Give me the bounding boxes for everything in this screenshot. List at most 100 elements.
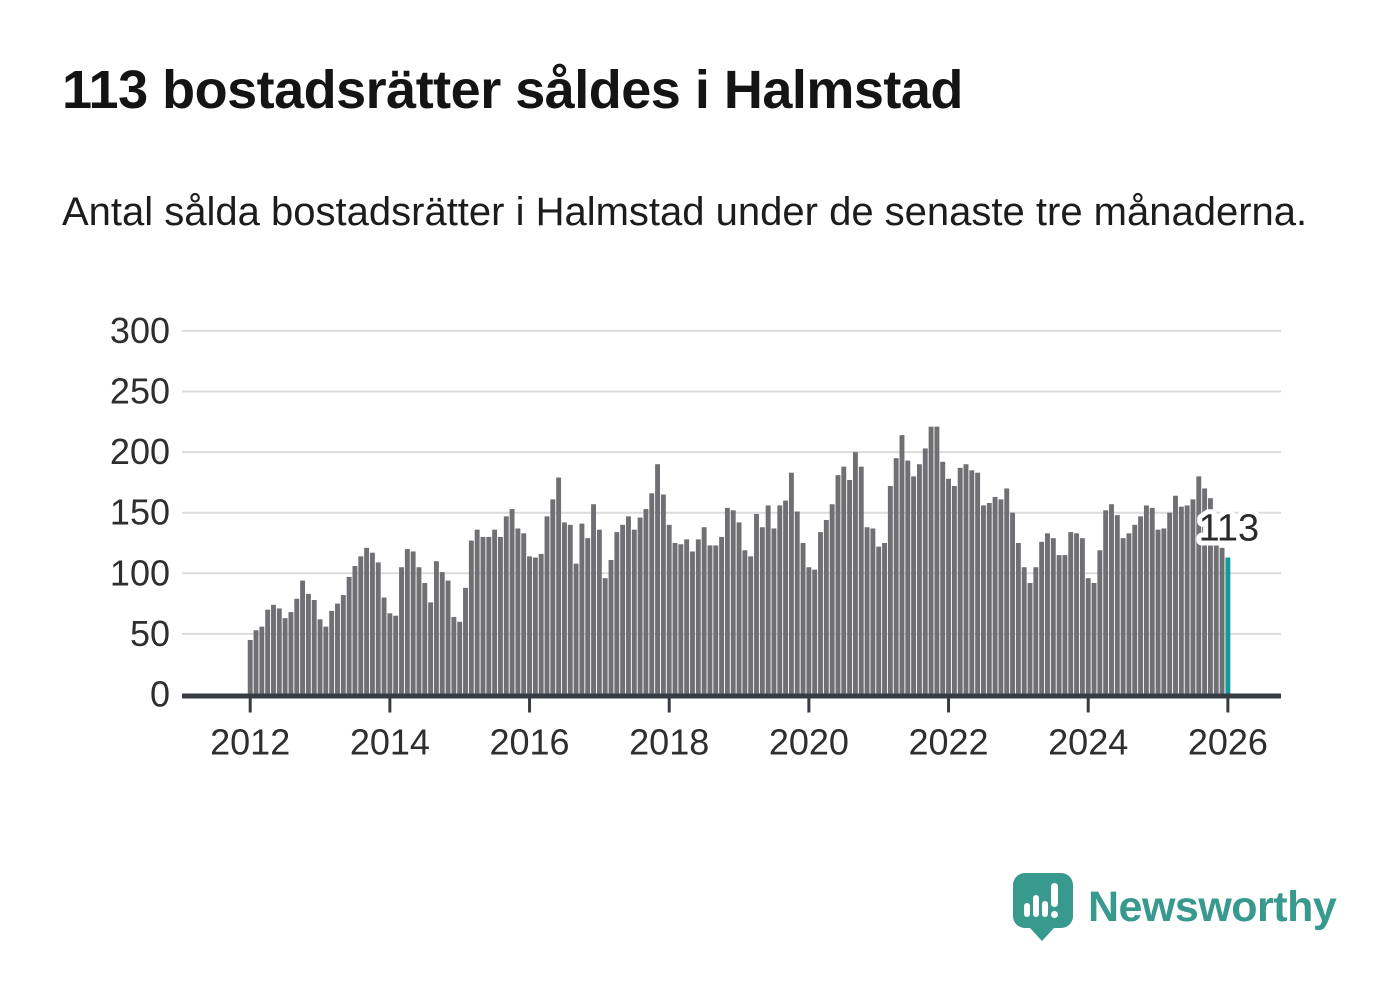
bar <box>719 536 725 695</box>
bar <box>1138 516 1144 695</box>
bar <box>1126 533 1132 695</box>
bar <box>358 556 364 695</box>
bar <box>381 597 387 695</box>
bar <box>300 580 306 695</box>
newsworthy-logo-icon <box>1013 873 1073 941</box>
mini-bar-2 <box>1033 895 1039 917</box>
newsworthy-logo-text: Newsworthy <box>1088 882 1337 931</box>
bar <box>521 533 527 695</box>
bar <box>428 602 434 695</box>
bar <box>655 464 661 695</box>
bar <box>352 566 358 695</box>
bar <box>724 507 730 695</box>
bar <box>1190 499 1196 695</box>
bar <box>259 626 265 695</box>
bar <box>893 458 899 695</box>
newsworthy-logo: Newsworthy <box>1012 872 1337 942</box>
bar <box>509 509 515 695</box>
bar <box>754 513 759 695</box>
last-value-annotation: 113 <box>1199 508 1260 550</box>
bar <box>1033 567 1039 695</box>
bar <box>946 478 951 695</box>
bar <box>794 511 800 695</box>
bar <box>981 505 986 695</box>
bar <box>1155 529 1161 695</box>
bar <box>823 519 829 695</box>
bar <box>812 569 818 695</box>
bar <box>742 550 748 695</box>
bar <box>544 516 550 695</box>
y-axis-label: 200 <box>110 431 170 472</box>
bar <box>1010 512 1015 695</box>
bar <box>841 466 847 695</box>
bar <box>748 556 754 695</box>
bar <box>404 549 410 695</box>
bar <box>527 556 532 695</box>
bar <box>340 595 346 695</box>
bar <box>701 527 707 695</box>
bar <box>1039 541 1045 695</box>
bar <box>288 612 294 695</box>
bar <box>1149 507 1155 695</box>
bar <box>503 516 509 695</box>
bar <box>375 562 381 695</box>
x-axis-label: 2016 <box>489 722 569 763</box>
bar <box>957 467 963 695</box>
bar <box>858 466 864 695</box>
bar <box>515 528 521 695</box>
bar <box>474 529 480 695</box>
bar <box>666 524 672 695</box>
bar <box>369 552 375 695</box>
bar <box>847 479 853 695</box>
bar <box>567 524 573 695</box>
bar <box>928 426 934 695</box>
bar <box>1161 528 1167 695</box>
bar <box>468 540 474 695</box>
bar <box>387 613 393 695</box>
y-axis-label: 100 <box>110 552 170 593</box>
bar <box>649 493 655 695</box>
bar <box>1004 488 1010 695</box>
bar <box>951 486 957 695</box>
bar <box>532 557 538 695</box>
bar <box>637 517 643 695</box>
bar <box>463 587 468 695</box>
chart-title: 113 bostadsrätter såldes i Halmstad <box>62 60 963 120</box>
bar <box>736 522 742 695</box>
bar <box>480 536 486 695</box>
bar <box>818 532 823 695</box>
bar <box>998 499 1004 695</box>
bar <box>1045 533 1050 695</box>
bar <box>783 500 789 695</box>
bar <box>538 553 544 695</box>
bar <box>765 505 771 695</box>
bar <box>1173 495 1178 695</box>
bar <box>1097 550 1103 695</box>
bar <box>305 593 311 695</box>
y-axis-label: 150 <box>110 492 170 533</box>
x-axis-label: 2026 <box>1188 722 1268 763</box>
mini-bar-3 <box>1042 901 1048 917</box>
bar <box>282 618 288 695</box>
y-axis-label: 0 <box>150 674 170 715</box>
bar <box>1091 583 1097 695</box>
exclamation-bar <box>1051 883 1058 907</box>
bar <box>614 532 620 695</box>
x-axis-label: 2022 <box>908 722 988 763</box>
bar <box>695 539 701 695</box>
x-axis-label: 2024 <box>1048 722 1128 763</box>
bar <box>690 551 695 695</box>
bar <box>852 452 858 695</box>
bar <box>672 543 678 695</box>
bar <box>969 470 975 695</box>
bar <box>393 615 399 695</box>
bar <box>660 494 666 695</box>
bar <box>713 545 719 695</box>
bar <box>596 529 602 695</box>
bar <box>1068 532 1074 695</box>
bar <box>806 567 812 695</box>
bar <box>329 610 335 695</box>
bar <box>497 536 503 695</box>
